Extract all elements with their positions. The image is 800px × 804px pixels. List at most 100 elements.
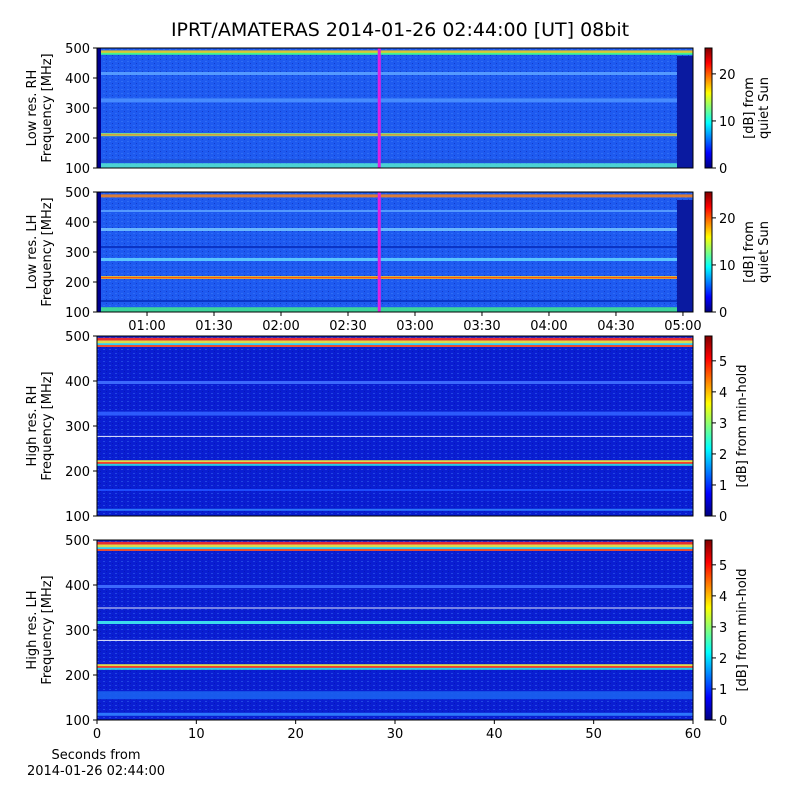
y-tick-label: 100 bbox=[65, 162, 90, 177]
spectrogram-band bbox=[97, 52, 693, 55]
spectrogram-texture bbox=[97, 48, 693, 168]
x-tick-label: 01:00 bbox=[128, 319, 165, 334]
y-tick-label: 300 bbox=[65, 102, 90, 117]
y-tick-label: 100 bbox=[65, 306, 90, 321]
x-tick-label: 04:00 bbox=[530, 319, 567, 334]
spectrogram-edge bbox=[677, 56, 693, 168]
y-axis-label: High res. LH bbox=[25, 590, 40, 669]
spectrogram-band bbox=[97, 544, 693, 548]
spectrogram-band bbox=[97, 307, 693, 313]
spectrogram-edge bbox=[97, 48, 101, 168]
colorbar-tick-label: 1 bbox=[719, 683, 727, 698]
x-tick-label: 04:30 bbox=[597, 319, 634, 334]
spectrogram-panel bbox=[97, 48, 693, 169]
y-axis-label: Frequency [MHz] bbox=[40, 371, 55, 480]
y-axis-label: Frequency [MHz] bbox=[40, 197, 55, 306]
spectrogram-band bbox=[97, 163, 693, 169]
spectrogram-band bbox=[97, 712, 693, 716]
x-tick-label: 02:30 bbox=[329, 319, 366, 334]
spectrogram-texture bbox=[97, 540, 693, 720]
y-axis-label: Low res. LH bbox=[25, 215, 40, 290]
y-tick-label: 100 bbox=[65, 714, 90, 729]
colorbar-tick-label: 4 bbox=[719, 590, 727, 605]
y-tick-label: 200 bbox=[65, 132, 90, 147]
figure-title: IPRT/AMATERAS 2014-01-26 02:44:00 [UT] 0… bbox=[171, 19, 629, 41]
spectrogram-panel bbox=[97, 192, 693, 313]
x-tick-label: 01:30 bbox=[195, 319, 232, 334]
spectrogram-band bbox=[97, 337, 693, 341]
x-tick-label: 30 bbox=[387, 727, 404, 742]
y-tick-label: 500 bbox=[65, 42, 90, 57]
colorbar-tick-label: 1 bbox=[719, 479, 727, 494]
colorbar-tick-label: 10 bbox=[719, 115, 736, 130]
spectrogram-band bbox=[97, 246, 693, 248]
spectrogram-band bbox=[97, 340, 693, 344]
spectrogram-panel bbox=[97, 540, 693, 720]
spectrogram-band bbox=[97, 607, 693, 609]
y-axis-label: High res. RH bbox=[25, 386, 40, 467]
spectrogram-band bbox=[97, 159, 693, 163]
spectrogram-band bbox=[97, 585, 693, 588]
spectrogram-band bbox=[97, 489, 693, 491]
spectrogram-band bbox=[97, 194, 693, 198]
colorbar-tick-label: 5 bbox=[719, 559, 727, 574]
spectrogram-band bbox=[97, 343, 693, 346]
spectrogram-band bbox=[97, 691, 693, 700]
x-tick-label: 40 bbox=[486, 727, 503, 742]
spectrogram-band bbox=[97, 228, 693, 231]
spectrogram-band bbox=[97, 345, 693, 347]
x-tick-label: 20 bbox=[287, 727, 304, 742]
x-tick-label: 60 bbox=[685, 727, 702, 742]
spectrogram-band bbox=[97, 435, 693, 437]
colorbar-tick-label: 2 bbox=[719, 652, 727, 667]
colorbar bbox=[704, 191, 713, 313]
colorbar-tick-label: 2 bbox=[719, 448, 727, 463]
colorbar-tick-label: 0 bbox=[719, 714, 727, 729]
spectrogram-band bbox=[97, 258, 693, 261]
colorbar bbox=[704, 47, 713, 169]
y-tick-label: 400 bbox=[65, 375, 90, 390]
colorbar-label: [dB] from bbox=[742, 77, 757, 139]
colorbar-tick-label: 3 bbox=[719, 621, 727, 636]
x-tick-label: 03:30 bbox=[463, 319, 500, 334]
spectrogram-band bbox=[97, 667, 693, 670]
colorbar-tick-label: 0 bbox=[719, 162, 727, 177]
spectrogram-band bbox=[97, 549, 693, 551]
colorbar-tick-label: 3 bbox=[719, 417, 727, 432]
spectrogram-edge bbox=[677, 200, 693, 312]
colorbar bbox=[704, 539, 713, 721]
colorbar-label: [dB] from min-hold bbox=[735, 364, 750, 487]
y-tick-label: 300 bbox=[65, 246, 90, 261]
spectrogram-band bbox=[97, 411, 693, 416]
colorbar-label: [dB] from min-hold bbox=[735, 568, 750, 691]
spectrogram-band bbox=[97, 508, 693, 511]
spectrogram-band bbox=[97, 463, 693, 466]
colorbar-label: quiet Sun bbox=[757, 221, 772, 283]
spectrogram-edge bbox=[97, 192, 101, 312]
colorbar-tick-label: 10 bbox=[719, 259, 736, 274]
y-tick-label: 500 bbox=[65, 534, 90, 549]
y-tick-label: 200 bbox=[65, 465, 90, 480]
colorbar-tick-label: 0 bbox=[719, 510, 727, 525]
colorbar-label: [dB] from bbox=[742, 221, 757, 283]
spectrogram-band bbox=[97, 462, 693, 464]
spectrogram-band bbox=[97, 381, 693, 384]
colorbar bbox=[704, 335, 713, 517]
spectrogram-band bbox=[97, 210, 693, 212]
colorbar-tick-label: 20 bbox=[719, 68, 736, 83]
colorbar-tick-label: 4 bbox=[719, 386, 727, 401]
spectrogram-band bbox=[97, 547, 693, 550]
spectrogram-band bbox=[97, 50, 693, 54]
y-tick-label: 300 bbox=[65, 624, 90, 639]
y-axis-label: Frequency [MHz] bbox=[40, 575, 55, 684]
spectrogram-band bbox=[97, 664, 693, 668]
spectrogram-band bbox=[97, 134, 693, 136]
y-tick-label: 200 bbox=[65, 276, 90, 291]
spectrogram-band bbox=[97, 621, 693, 624]
spectrogram-band bbox=[97, 300, 693, 302]
spectrogram-band bbox=[97, 72, 693, 75]
spectrogram-band bbox=[97, 277, 693, 279]
colorbar-label: quiet Sun bbox=[757, 77, 772, 139]
x-axis-label: Seconds from bbox=[51, 748, 140, 763]
